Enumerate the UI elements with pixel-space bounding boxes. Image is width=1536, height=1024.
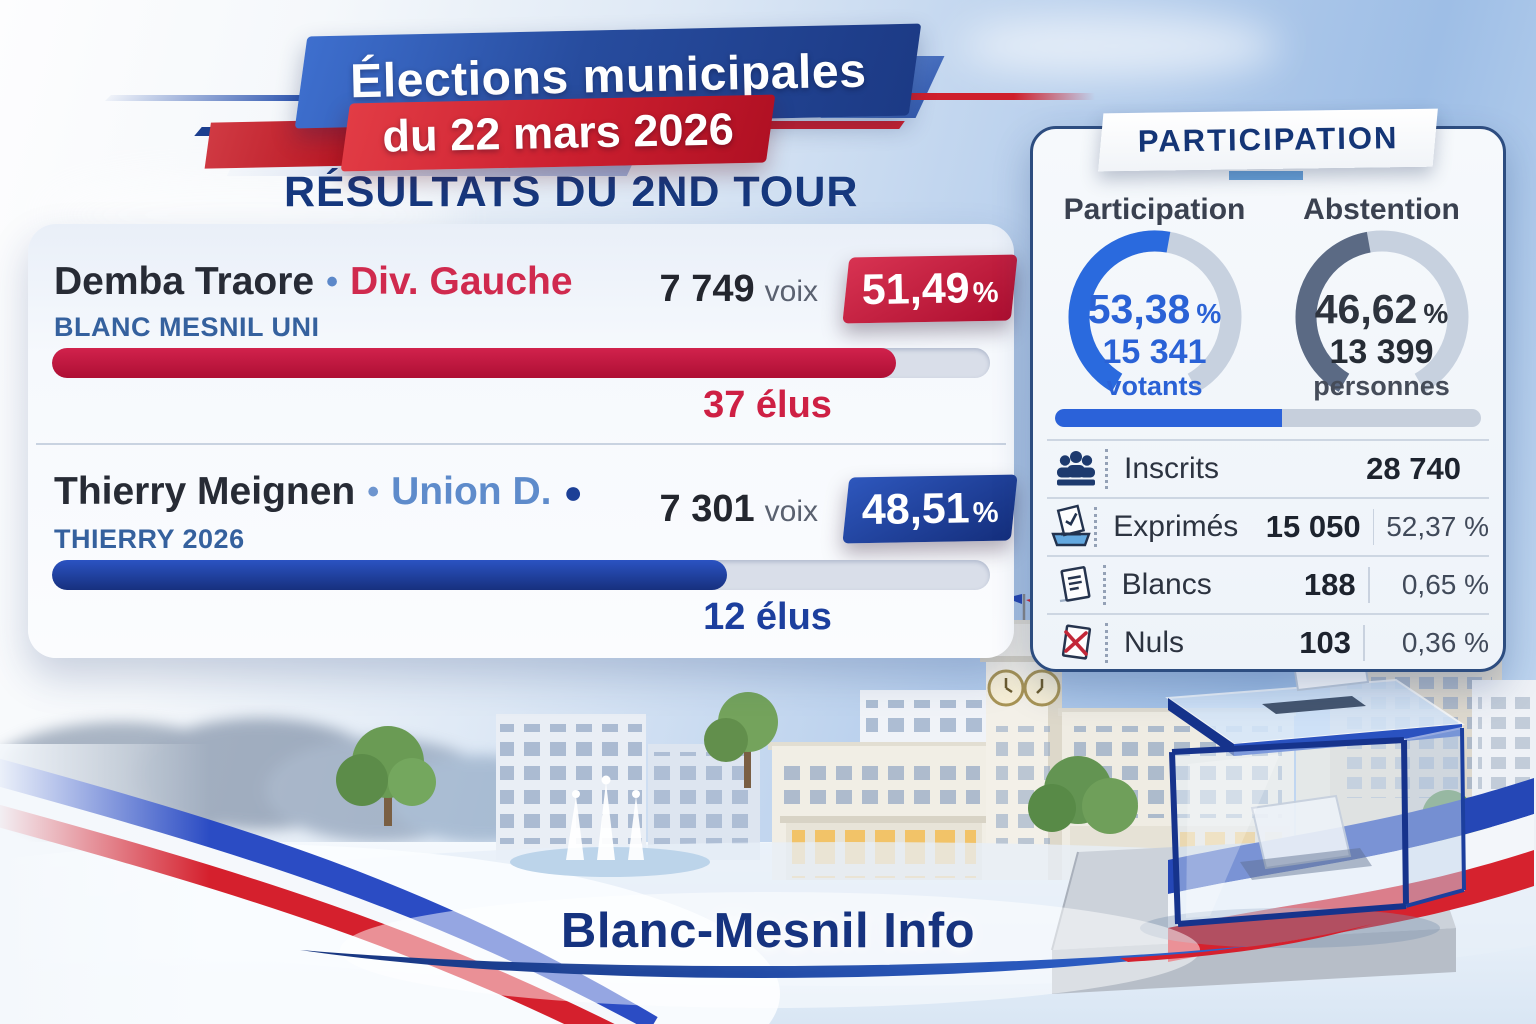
- candidate-1-votes-unit: voix: [764, 275, 818, 308]
- footer-swoosh: [300, 892, 1372, 1008]
- stats-label: Nuls: [1124, 626, 1185, 659]
- abstention-unit: personnes: [1313, 370, 1450, 401]
- value-separator: [1372, 509, 1375, 545]
- card-divider: [36, 443, 1006, 445]
- participation-count: 15 341: [1102, 332, 1207, 371]
- abstention-percent: 46,62 %: [1268, 286, 1495, 333]
- participation-percent-sign: %: [1196, 298, 1222, 329]
- participation-split-bar: [1055, 409, 1481, 427]
- null-ballot-icon: [1047, 620, 1105, 666]
- dotted-separator: [1094, 507, 1098, 547]
- candidate-1-seats: 37 élus: [703, 384, 832, 426]
- candidate-2-list-label: THIERRY 2026: [54, 524, 245, 554]
- candidate-2-percent: 48,51 %: [861, 483, 999, 534]
- party-dot-marker: ●: [563, 473, 583, 510]
- candidate-2-votes-unit: voix: [764, 495, 818, 528]
- candidate-1-list-label: BLANC MESNIL UNI: [54, 312, 320, 342]
- red-streak-2: [759, 121, 905, 129]
- ballot-cast-icon: [1047, 504, 1094, 550]
- candidate-1-bar-fill: [52, 348, 897, 378]
- banner-underline: [1229, 171, 1303, 180]
- page-subtitle: RÉSULTATS DU 2ND TOUR: [284, 168, 859, 216]
- stats-value: 103: [1299, 625, 1351, 660]
- candidate-2-seats: 12 élus: [703, 596, 832, 638]
- candidate-2-bar-fill: [52, 560, 728, 590]
- stats-value: 28 740: [1366, 451, 1461, 486]
- blank-ballot-icon: [1047, 562, 1103, 608]
- candidate-2-percent-sign: %: [972, 496, 999, 529]
- blue-streak: [105, 95, 306, 101]
- candidate-1-name: Demba Traore: [54, 260, 315, 303]
- candidate-1-name-line: Demba Traore • Div. Gauche: [54, 260, 573, 304]
- candidate-1-percent-sign: %: [972, 276, 999, 309]
- abstention-gauge-column: Abstention 46,62 % 13 399 personnes: [1268, 193, 1495, 503]
- candidate-1-party: Div. Gauche: [350, 260, 573, 303]
- stats-row-inscrits: Inscrits 28 740: [1047, 439, 1489, 497]
- brand-title: Blanc-Mesnil Info: [560, 904, 976, 958]
- candidate-1-percent-badge: 51,49 %: [842, 254, 1018, 324]
- candidate-1-percent-value: 51,49: [861, 263, 970, 314]
- candidate-2-percent-value: 48,51: [861, 483, 970, 534]
- voters-icon: [1047, 446, 1105, 492]
- candidate-2-votes-count: 7 301: [659, 488, 755, 530]
- city-illustration: [0, 594, 1536, 1024]
- stats-row-nuls: Nuls 103 0,36 %: [1047, 613, 1489, 671]
- participation-percent-value: 53,38: [1087, 286, 1191, 332]
- abstention-percent-sign: %: [1423, 298, 1449, 329]
- bullet-separator: •: [367, 472, 380, 511]
- ballot-box-illustration: [1140, 606, 1466, 948]
- dotted-separator: [1105, 623, 1108, 663]
- participation-split-fill: [1055, 409, 1283, 427]
- abstention-gauge-label: Abstention: [1303, 193, 1460, 226]
- gauge-columns: Participation 53,38 % 15 341 votants Abs…: [1041, 193, 1495, 503]
- abstention-gauge-text: 46,62 % 13 399 personnes: [1268, 286, 1495, 401]
- candidate-1-votes-count: 7 749: [659, 268, 755, 310]
- stats-percent: 0,36 %: [1401, 627, 1489, 658]
- fountain: [510, 775, 710, 877]
- participation-gauge-label: Participation: [1063, 193, 1246, 226]
- candidate-1-result-bar: [52, 348, 990, 378]
- stats-value: 15 050: [1265, 509, 1361, 544]
- stats-rows: Inscrits 28 740 Exprimés 15 050: [1047, 439, 1489, 671]
- participation-percent: 53,38 %: [1041, 286, 1268, 333]
- participation-gauge-text: 53,38 % 15 341 votants: [1041, 286, 1268, 401]
- stats-label: Inscrits: [1124, 452, 1220, 485]
- participation-unit: votants: [1106, 370, 1203, 401]
- value-separator: [1363, 625, 1365, 661]
- stats-percent: 52,37 %: [1386, 511, 1489, 542]
- cloud: [960, 14, 1280, 78]
- dotted-separator: [1102, 565, 1106, 605]
- value-separator: [1367, 567, 1370, 603]
- bullet-separator: •: [326, 262, 339, 301]
- candidate-2-percent-badge: 48,51 %: [842, 474, 1018, 544]
- date-banner: du 22 mars 2026: [340, 94, 776, 172]
- candidate-1-votes: 7 749 voix: [660, 268, 818, 311]
- stats-percent: 0,65 %: [1401, 569, 1490, 600]
- participation-gauge: [1068, 230, 1241, 397]
- abstention-gauge: [1295, 230, 1468, 397]
- stats-label: Blancs: [1121, 568, 1212, 601]
- dotted-separator: [1105, 449, 1108, 489]
- candidate-2-result-bar: [52, 560, 990, 590]
- participation-panel: PARTICIPATION Participation 53,38 % 15 3…: [1030, 108, 1506, 672]
- stats-row-exprimes: Exprimés 15 050 52,37 %: [1047, 497, 1489, 555]
- stats-value: 188: [1303, 567, 1356, 602]
- stats-label: Exprimés: [1113, 510, 1239, 543]
- candidate-2-name: Thierry Meignen: [54, 470, 356, 513]
- abstention-count: 13 399: [1329, 332, 1434, 371]
- participation-title: PARTICIPATION: [1137, 120, 1399, 159]
- title-line2: du 22 mars 2026: [381, 103, 735, 162]
- candidate-1-percent: 51,49 %: [861, 263, 999, 314]
- candidate-2-name-line: Thierry Meignen • Union D. ●: [54, 470, 583, 514]
- candidate-2-party: Union D.: [391, 470, 552, 513]
- participation-gauge-column: Participation 53,38 % 15 341 votants: [1041, 193, 1268, 503]
- red-streak-1: [805, 93, 1095, 100]
- candidate-2-votes: 7 301 voix: [660, 488, 818, 531]
- abstention-percent-value: 46,62: [1314, 286, 1418, 332]
- participation-banner: PARTICIPATION: [1098, 108, 1438, 172]
- results-card: Demba Traore • Div. Gauche 7 749 voix 51…: [28, 224, 1018, 658]
- stats-row-blancs: Blancs 188 0,65 %: [1047, 555, 1489, 613]
